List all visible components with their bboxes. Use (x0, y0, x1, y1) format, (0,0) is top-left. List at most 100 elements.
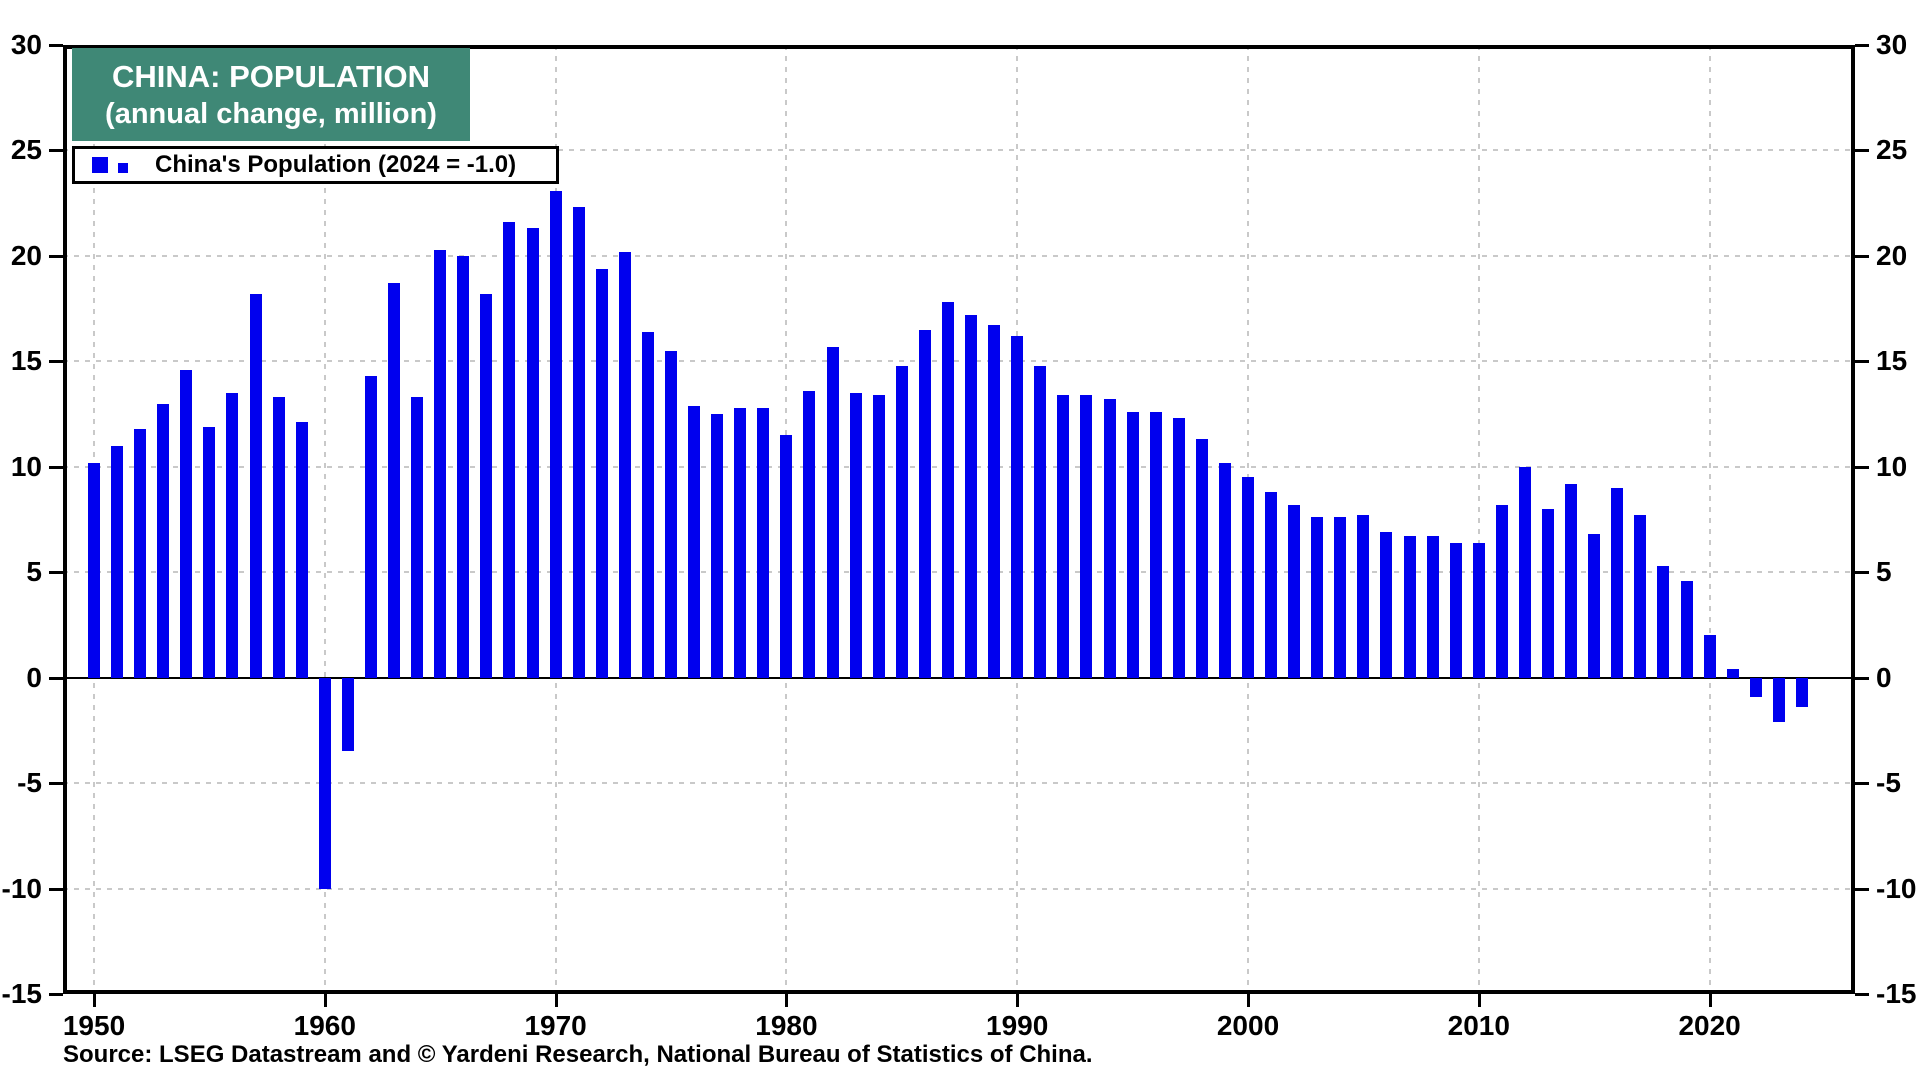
bar-1993 (1080, 395, 1093, 678)
bar-2019 (1680, 580, 1693, 678)
bar-1958 (272, 397, 285, 678)
y-tick-right--15 (1855, 993, 1869, 996)
x-axis-label-1990: 1990 (986, 1010, 1049, 1041)
bar-1982 (826, 346, 839, 678)
zero-line (63, 676, 1855, 679)
x-tick-2000 (1247, 994, 1250, 1007)
bar-2005 (1357, 515, 1370, 678)
y-axis-label-left-0: 0 (26, 661, 42, 693)
y-tick-right--5 (1855, 782, 1869, 786)
y-tick-right-10 (1855, 465, 1869, 469)
plot-frame (63, 45, 1855, 994)
y-axis-label-left-10: 10 (10, 450, 42, 482)
bar-1988 (965, 314, 978, 678)
bar-1995 (1126, 411, 1139, 678)
bar-1980 (780, 435, 793, 678)
bar-1974 (641, 331, 654, 678)
bar-1999 (1218, 462, 1231, 678)
y-tick-left-0 (49, 676, 63, 680)
y-tick-right--10 (1855, 887, 1869, 891)
legend-swatch-large-icon (92, 157, 108, 173)
y-axis-label-left-30: 30 (10, 29, 42, 60)
bar-2021 (1726, 669, 1739, 678)
bar-2020 (1703, 635, 1716, 678)
chart-title-box: CHINA: POPULATION (annual change, millio… (72, 48, 470, 141)
x-axis-label-2010: 2010 (1447, 1010, 1510, 1041)
bar-1986 (918, 329, 931, 678)
bar-1968 (503, 222, 516, 678)
bar-1971 (572, 207, 585, 678)
y-tick-right-0 (1855, 676, 1869, 680)
x-tick-1970 (554, 994, 558, 1007)
bar-2016 (1611, 487, 1624, 678)
h-gridline-15 (63, 360, 1855, 363)
bar-1970 (549, 190, 562, 678)
y-tick-left-5 (49, 571, 63, 575)
y-axis-label-right--5: -5 (1876, 767, 1901, 799)
source-attribution: Source: LSEG Datastream and © Yardeni Re… (63, 1041, 1093, 1068)
bar-1989 (988, 325, 1001, 678)
x-tick-2010 (1477, 994, 1481, 1007)
bar-2009 (1449, 542, 1462, 678)
legend-swatch-small-icon (118, 163, 128, 173)
bar-1966 (457, 255, 470, 678)
y-axis-label-right-5: 5 (1876, 556, 1892, 588)
x-tick-2020 (1708, 994, 1712, 1007)
bar-1965 (434, 249, 447, 678)
bar-2010 (1472, 542, 1485, 678)
y-axis-label-right-25: 25 (1876, 134, 1908, 166)
bar-2024 (1795, 677, 1808, 708)
x-tick-1960 (323, 994, 327, 1007)
bar-2007 (1403, 536, 1416, 678)
bar-2000 (1242, 477, 1254, 678)
y-tick-left-25 (49, 149, 63, 153)
y-axis-label-left-5: 5 (26, 556, 42, 588)
bar-1975 (665, 350, 677, 678)
bar-1954 (180, 369, 193, 678)
bar-1990 (1011, 336, 1024, 678)
chart-title-line1: CHINA: POPULATION (111, 58, 431, 94)
bar-1963 (388, 283, 401, 678)
y-tick-left-30 (49, 44, 63, 47)
bar-1950 (88, 462, 100, 678)
bar-2004 (1334, 517, 1347, 678)
h-gridline-10 (63, 465, 1855, 468)
bar-2002 (1288, 504, 1301, 678)
x-axis-label-2020: 2020 (1678, 1010, 1741, 1041)
y-axis-label-right--15: -15 (1876, 978, 1917, 1009)
y-tick-right-30 (1855, 44, 1869, 47)
bar-1961 (341, 677, 354, 752)
bar-2018 (1657, 565, 1670, 678)
bar-1991 (1034, 365, 1047, 678)
bar-1969 (526, 228, 539, 678)
bar-1962 (364, 376, 377, 678)
bar-1959 (295, 422, 308, 678)
h-gridline-5 (63, 571, 1855, 574)
y-axis-label-right-10: 10 (1876, 450, 1908, 482)
bar-2022 (1749, 677, 1762, 697)
h-gridline-25 (63, 149, 1855, 152)
bar-2015 (1588, 534, 1601, 678)
h-gridline--5 (63, 782, 1855, 785)
bar-1992 (1057, 395, 1070, 678)
bar-1979 (757, 407, 770, 678)
bar-2008 (1426, 536, 1439, 678)
y-axis-label-right-0: 0 (1876, 661, 1892, 693)
bar-2011 (1495, 504, 1508, 678)
y-axis-label-right-20: 20 (1876, 239, 1908, 271)
bar-1972 (595, 268, 608, 678)
x-axis-label-1980: 1980 (755, 1010, 818, 1041)
bar-1987 (941, 302, 954, 678)
bar-1956 (226, 392, 239, 678)
y-axis-label-left--15: -15 (1, 978, 42, 1009)
x-tick-1950 (93, 994, 96, 1007)
v-gridline-2010 (1477, 45, 1480, 994)
y-tick-left-20 (49, 254, 63, 258)
y-axis-label-left-20: 20 (10, 239, 42, 271)
bar-2012 (1518, 466, 1531, 678)
h-gridline-20 (63, 254, 1855, 257)
bar-2023 (1772, 677, 1785, 722)
y-axis-label-left--10: -10 (1, 872, 42, 904)
bar-1985 (895, 365, 908, 678)
